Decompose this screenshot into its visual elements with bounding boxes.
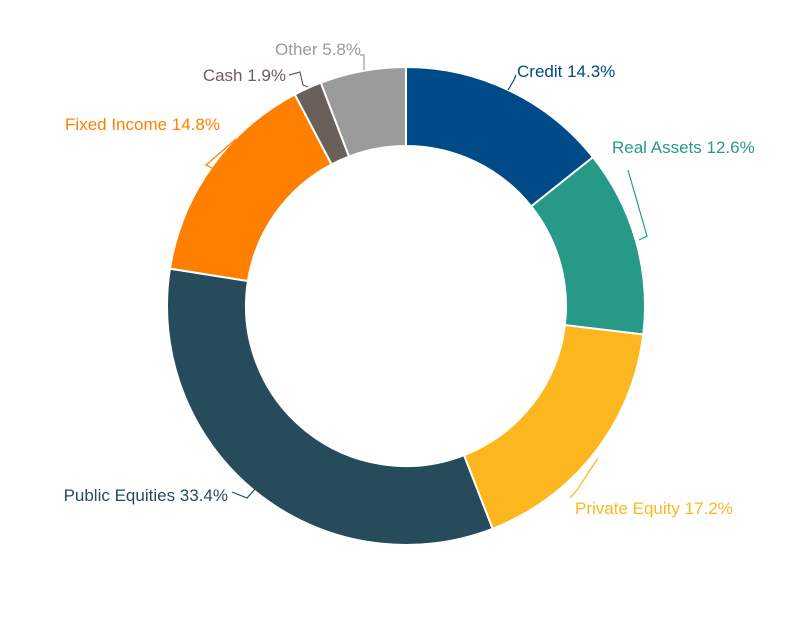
label-other: Other 5.8%: [275, 40, 361, 59]
label-credit: Credit 14.3%: [517, 62, 615, 81]
chart-slices: [166, 65, 646, 546]
label-cash: Cash 1.9%: [203, 66, 286, 85]
chart-labels: Credit 14.3% Real Assets 12.6% Private Equ…: [64, 40, 755, 518]
chart-leader-lines: [204, 54, 648, 499]
leader-line-public-equities: [231, 488, 256, 499]
label-private-equity: Private Equity 17.2%: [575, 499, 733, 518]
leader-line-fixed-income: [204, 138, 237, 169]
leader-line-credit: [507, 74, 517, 91]
label-real-assets: Real Assets 12.6%: [612, 138, 755, 157]
slice-public-equities: [166, 267, 494, 546]
leader-line-other: [360, 54, 365, 70]
slice-other: [319, 65, 407, 158]
leader-line-cash: [288, 71, 309, 88]
leader-line-private-equity: [569, 457, 599, 499]
leader-line-real-assets: [627, 169, 648, 241]
label-fixed-income: Fixed Income 14.8%: [65, 115, 220, 134]
label-public-equities: Public Equities 33.4%: [64, 486, 228, 505]
